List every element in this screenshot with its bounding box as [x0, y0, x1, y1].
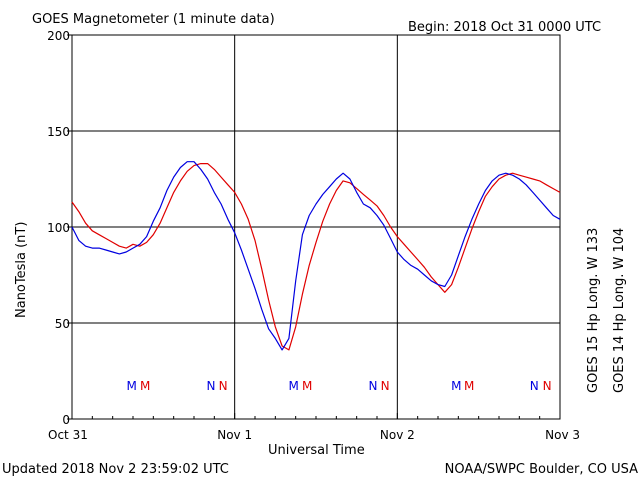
- series-line-goes15: [71, 163, 561, 351]
- series-group: [71, 161, 561, 351]
- marker-n: N: [530, 379, 539, 393]
- updated-timestamp: Updated 2018 Nov 2 23:59:02 UTC: [2, 462, 229, 477]
- chart-title: GOES Magnetometer (1 minute data): [32, 12, 275, 27]
- marker-n: N: [219, 379, 228, 393]
- marker-n: N: [368, 379, 377, 393]
- y-tick-label: 100: [47, 221, 70, 235]
- legend-goes14: GOES 14 Hp Long. W 104: [612, 228, 627, 393]
- x-axis-label: Universal Time: [268, 443, 365, 458]
- marker-m: M: [288, 379, 298, 393]
- marker-n: N: [206, 379, 215, 393]
- legend-goes15: GOES 15 Hp Long. W 133: [586, 228, 601, 393]
- begin-label: Begin: 2018 Oct 31 0000 UTC: [408, 20, 601, 35]
- marker-m: M: [451, 379, 461, 393]
- y-tick-label: 0: [62, 413, 70, 427]
- x-axis-ticks: Oct 31 Nov 1 Nov 2 Nov 3: [48, 413, 580, 442]
- credit-label: NOAA/SWPC Boulder, CO USA: [445, 462, 638, 477]
- marker-m: M: [126, 379, 136, 393]
- y-tick-label: 200: [47, 29, 70, 43]
- x-tick-label: Oct 31: [48, 428, 88, 442]
- marker-m: M: [140, 379, 150, 393]
- marker-n: N: [381, 379, 390, 393]
- marker-m: M: [464, 379, 474, 393]
- y-tick-label: 150: [47, 125, 70, 139]
- marker-m: M: [302, 379, 312, 393]
- y-tick-label: 50: [55, 317, 70, 331]
- x-tick-label: Nov 3: [545, 428, 580, 442]
- y-axis-ticks: 0 50 100 150 200: [47, 29, 72, 427]
- marker-n: N: [543, 379, 552, 393]
- series-line-goes14: [71, 161, 561, 351]
- y-axis-label: NanoTesla (nT): [14, 222, 29, 318]
- x-tick-label: Nov 2: [380, 428, 415, 442]
- grid-lines: [72, 35, 560, 419]
- x-tick-label: Nov 1: [217, 428, 252, 442]
